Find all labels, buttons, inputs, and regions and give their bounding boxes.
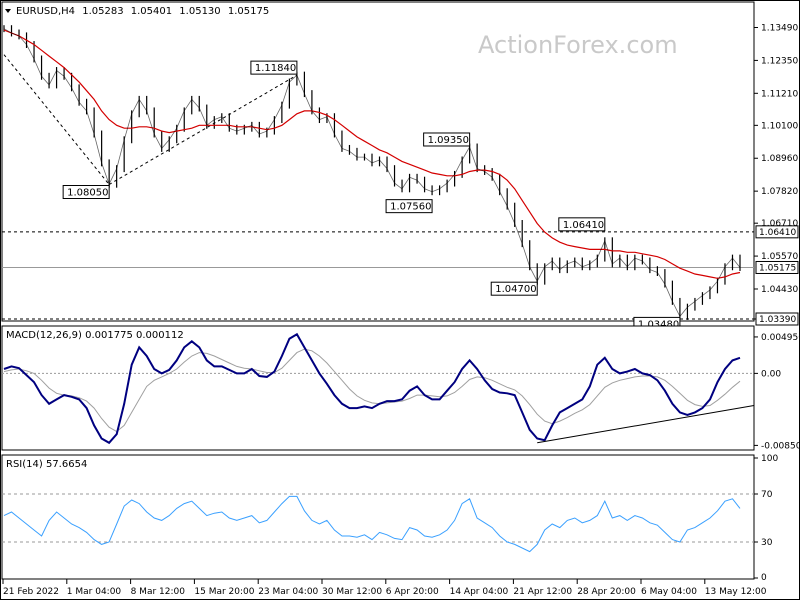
header-close: 1.05175 <box>228 6 269 17</box>
price-panel: ActionForex.com EURUSD,H4 1.05283 1.0540… <box>1 1 799 331</box>
macd-title: MACD(12,26,9) 0.001775 0.000112 <box>6 330 184 341</box>
price-annotation-box-0 <box>250 60 298 75</box>
level-tag-label-0: 1.06410 <box>759 228 796 238</box>
time-tick-label-11: 13 May 12:00 <box>705 587 767 597</box>
macd-ytick-label-1: 0.00 <box>761 369 781 379</box>
level-tag-label-2: 1.03390 <box>759 315 796 325</box>
time-tick-label-0: 21 Feb 2022 <box>3 587 59 597</box>
price-ytick-label-6: 1.06710 <box>761 219 798 229</box>
macd-ytick-label-0: 0.004956 <box>761 333 800 343</box>
price-annotation-3: 1.07560 <box>385 199 433 214</box>
price-ytick-label-2: 1.11210 <box>761 89 798 99</box>
level-tag-box-1 <box>755 260 799 274</box>
time-tick-label-7: 14 Apr 04:00 <box>450 587 509 597</box>
price-ytick-label-7: 1.05570 <box>761 252 798 262</box>
time-tick-label-9: 28 Apr 20:00 <box>577 587 636 597</box>
price-annotation-box-1 <box>62 185 110 200</box>
macd-line <box>3 332 741 445</box>
trendline-0 <box>3 54 110 185</box>
header-low: 1.05130 <box>179 6 220 17</box>
rsi-plot-area <box>1 454 755 580</box>
price-annotation-4: 1.06410 <box>558 217 606 232</box>
rsi-line <box>3 495 741 553</box>
time-tick-label-2: 8 Mar 12:00 <box>131 587 186 597</box>
time-tick-label-8: 21 Apr 12:00 <box>513 587 572 597</box>
macd-signal-line <box>3 348 741 433</box>
macd-panel: MACD(12,26,9) 0.001775 0.000112 0.004956… <box>1 325 800 451</box>
price-annotation-label-0: 1.11840 <box>255 63 296 74</box>
price-annotation-label-5: 1.04700 <box>495 284 536 295</box>
price-annotation-box-3 <box>385 199 433 214</box>
level-tag-label-1: 1.05175 <box>759 263 796 273</box>
rsi-ytick-label-1: 70 <box>761 490 773 500</box>
price-annotation-label-3: 1.07560 <box>390 202 431 213</box>
price-ytick-label-5: 1.07820 <box>761 187 798 197</box>
price-annotation-box-2 <box>423 132 471 147</box>
time-tick-label-10: 6 May 04:00 <box>641 587 697 597</box>
macd-axis: 0.004956 0.00 -0.008501 <box>754 333 800 451</box>
price-ytick-label-0: 1.13490 <box>761 24 798 34</box>
time-tick-label-3: 15 Mar 20:00 <box>194 587 254 597</box>
price-layer: 1.11840 1.08050 1.09350 1.07560 1.06410 1.047… <box>2 25 754 331</box>
dropdown-triangle-icon[interactable] <box>5 9 11 13</box>
rsi-axis: 100 70 30 0 <box>754 454 778 583</box>
svg-text:EURUSD,H4 1.05283: EURUSD,H4 1.05283 1.05401 1.05130 1.0517… <box>16 6 269 17</box>
watermark: ActionForex.com <box>478 31 678 59</box>
header-high: 1.05401 <box>131 6 172 17</box>
price-annotation-label-4: 1.06410 <box>563 220 604 231</box>
price-annotation-label-6: 1.03480 <box>638 319 679 330</box>
price-annotation-box-4 <box>558 217 606 232</box>
rsi-layer <box>2 493 754 553</box>
price-ytick-label-3: 1.10100 <box>761 121 798 131</box>
macd-layer <box>2 332 755 445</box>
macd-trendline-0 <box>537 404 755 444</box>
price-ytick-label-1: 1.12350 <box>761 56 798 66</box>
price-ytick-label-4: 1.08960 <box>761 154 798 164</box>
price-ytick-label-8: 1.04430 <box>761 285 798 295</box>
price-axis: 1.13490 1.12350 1.11210 1.10100 1.08960 1.078… <box>754 24 799 326</box>
time-tick-label-5: 30 Mar 12:00 <box>322 587 382 597</box>
price-header: EURUSD,H4 1.05283 1.05401 1.05130 1.0517… <box>5 6 269 17</box>
rsi-title: RSI(14) 57.6654 <box>6 459 87 470</box>
header-open: 1.05283 <box>82 6 123 17</box>
header-symbol: EURUSD,H4 <box>16 6 75 17</box>
price-annotation-5: 1.04700 <box>490 281 538 296</box>
trendline-1 <box>108 74 298 185</box>
macd-ytick-label-2: -0.008501 <box>761 441 800 451</box>
level-tag-box-0 <box>755 225 799 239</box>
price-annotation-1: 1.08050 <box>62 185 110 200</box>
rsi-ytick-label-2: 30 <box>761 538 773 548</box>
time-tick-label-1: 1 Mar 04:00 <box>67 587 122 597</box>
price-annotation-2: 1.09350 <box>423 132 471 147</box>
rsi-ytick-label-3: 0 <box>761 573 767 583</box>
macd-plot-area <box>1 325 755 451</box>
price-close-line <box>3 28 741 318</box>
price-annotation-box-5 <box>490 281 538 296</box>
price-annotation-label-1: 1.08050 <box>67 188 108 199</box>
rsi-ytick-label-0: 100 <box>761 454 778 464</box>
time-tick-label-4: 23 Mar 04:00 <box>258 587 318 597</box>
rsi-panel: RSI(14) 57.6654 100 70 30 0 <box>1 454 778 583</box>
price-annotation-label-2: 1.09350 <box>428 135 469 146</box>
time-tick-label-6: 6 Apr 20:00 <box>386 587 439 597</box>
time-axis: 21 Feb 2022 1 Mar 04:00 8 Mar 12:00 15 Mar … <box>2 579 767 597</box>
level-tag-box-2 <box>755 312 799 326</box>
price-annotation-0: 1.11840 <box>250 60 298 75</box>
moving-average-line <box>3 29 741 279</box>
